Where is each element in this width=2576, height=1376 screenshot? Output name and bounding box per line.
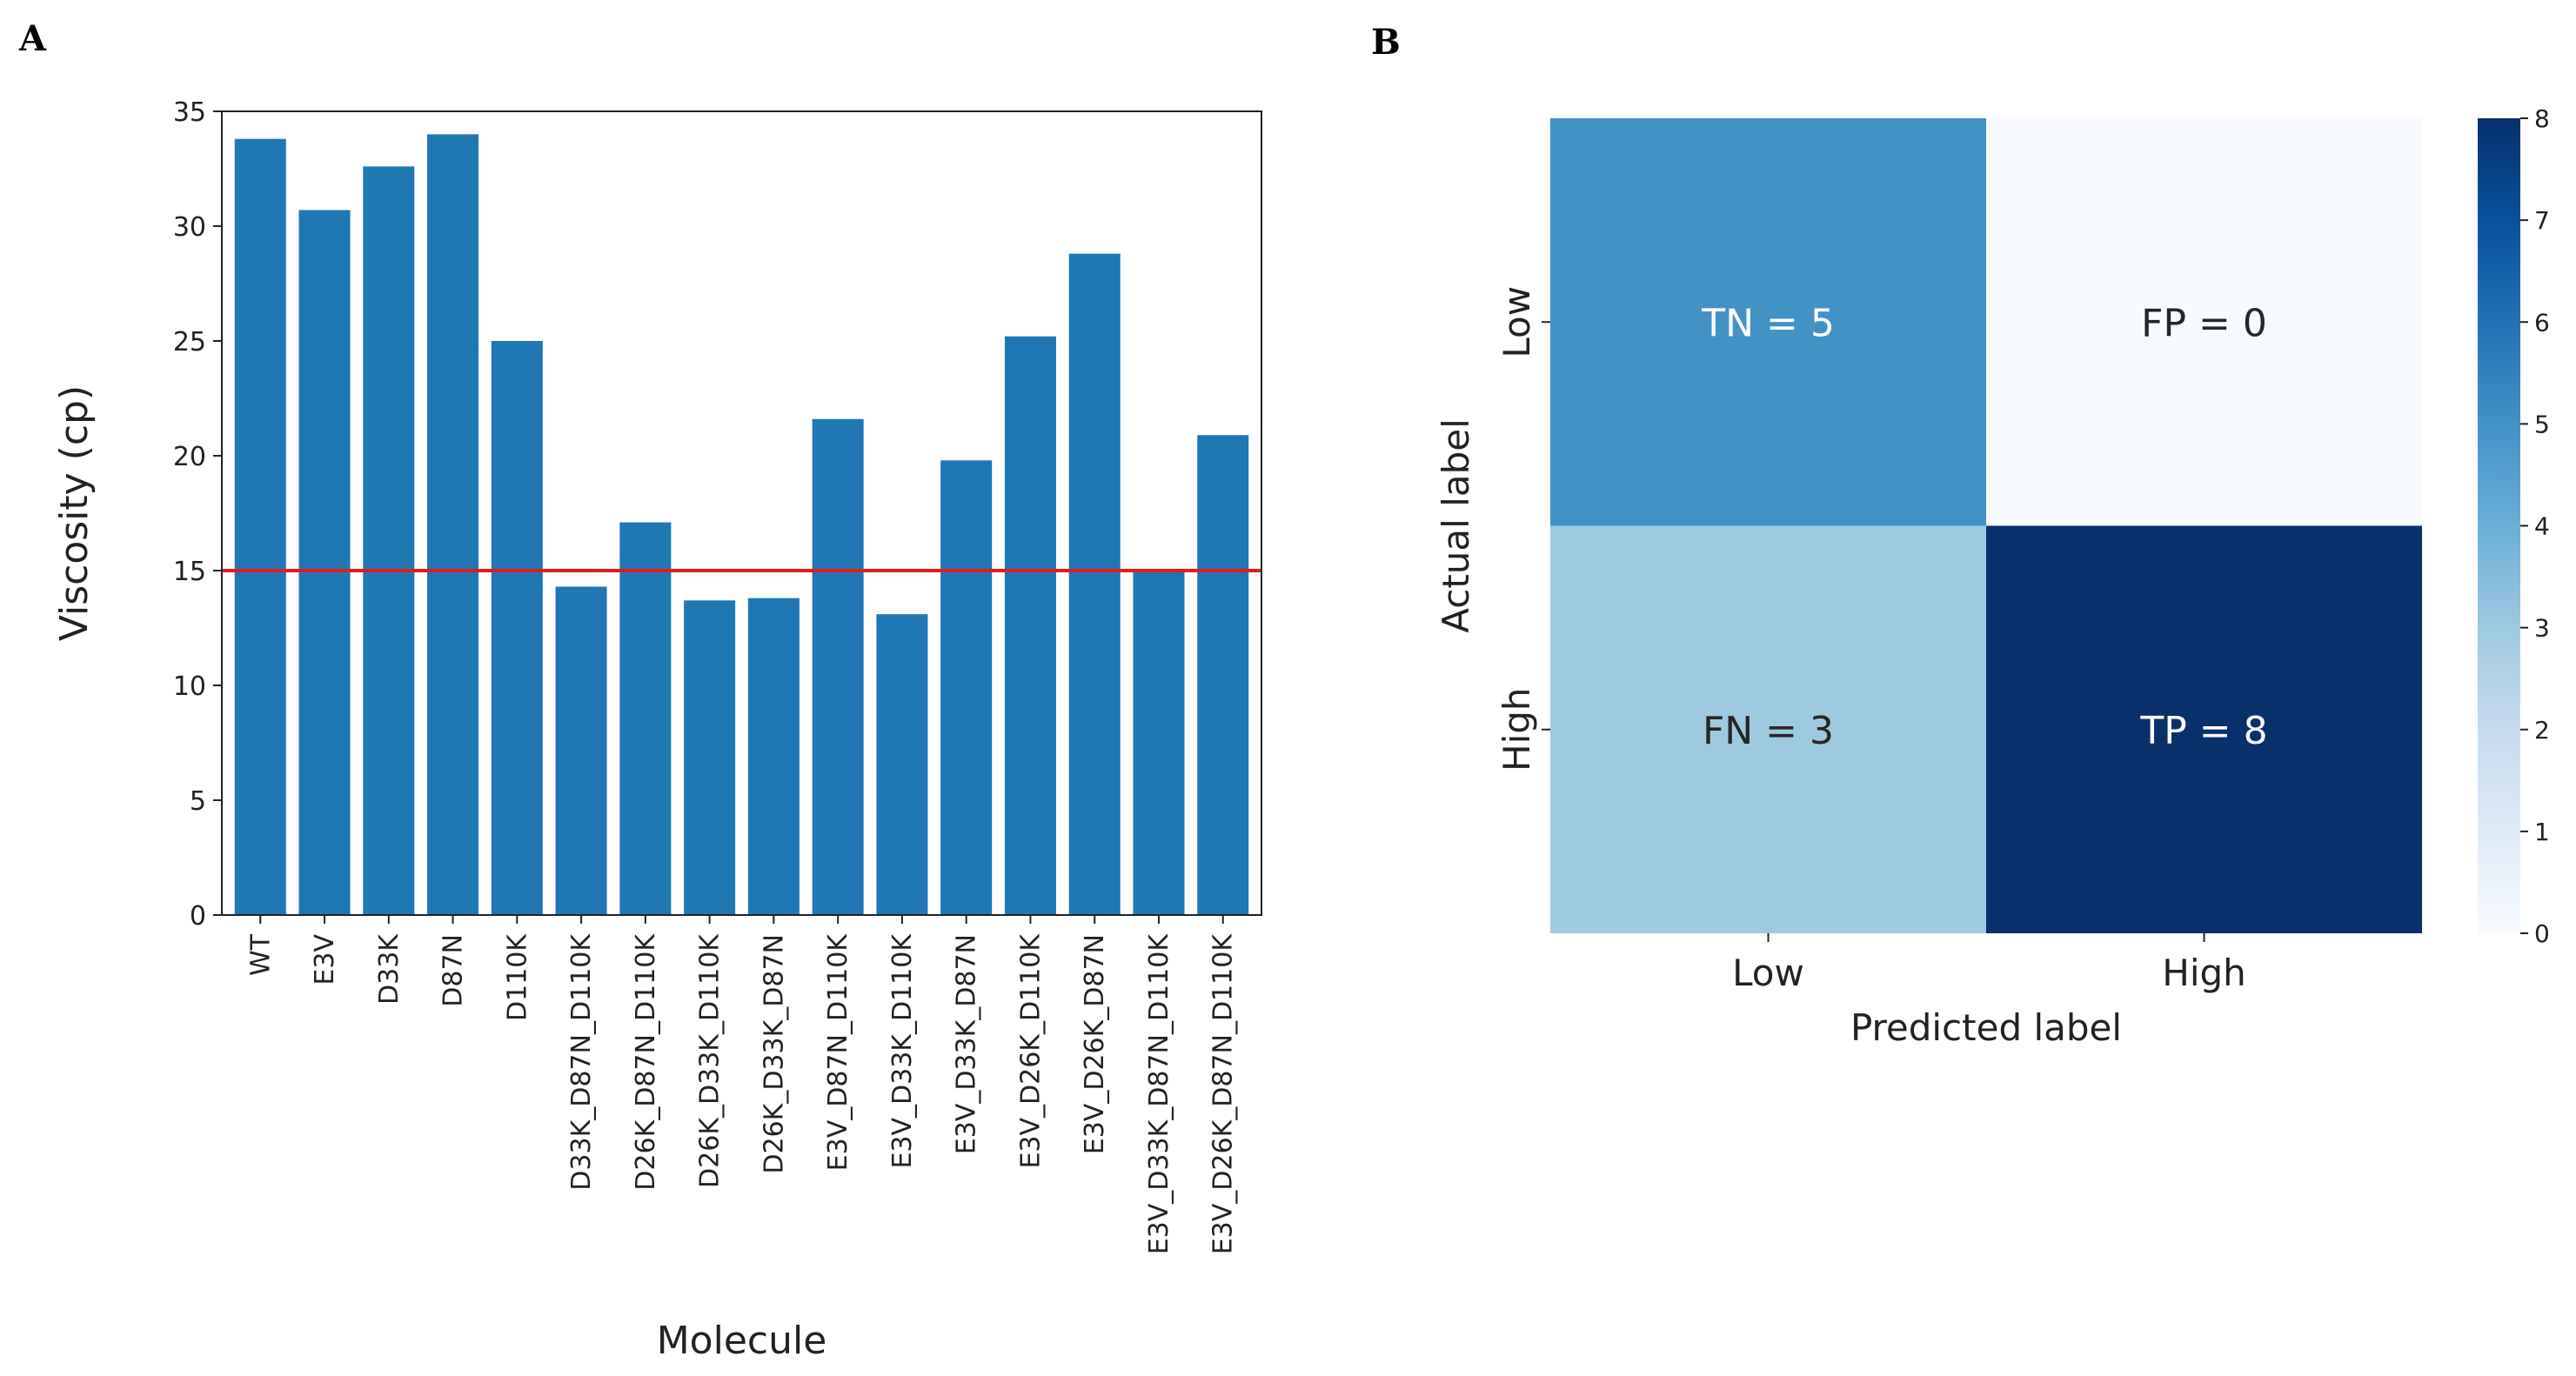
x-tick-label: E3V_D33K_D87N_D110K [1144, 933, 1174, 1255]
colorbar-tick-label: 1 [2534, 818, 2550, 846]
cell-fn [1550, 525, 1986, 933]
bar-d26k_d33k_d87n [747, 598, 800, 915]
bar-e3v_d33k_d87n [940, 460, 993, 915]
x-tick-label: D26K_D33K_D110K [695, 933, 726, 1188]
cell-fn-label: FN = 3 [1703, 709, 1834, 753]
x-tick-label: E3V_D87N_D110K [823, 933, 853, 1172]
y-tick-label: Low [1495, 286, 1538, 358]
x-axis-title: Predicted label [1850, 1006, 2122, 1049]
colorbar-tick-label: 8 [2534, 104, 2550, 133]
colorbar-tick-label: 0 [2534, 919, 2550, 948]
panel-label-a: A [18, 18, 47, 59]
colorbar-tick-label: 7 [2534, 206, 2550, 235]
y-tick-label: 0 [190, 901, 206, 932]
x-tick-label: High [2162, 952, 2246, 994]
x-tick-label: D33K_D87N_D110K [566, 933, 597, 1191]
y-tick-label: 10 [173, 671, 206, 702]
colorbar-tick-label: 5 [2534, 410, 2550, 438]
bar-e3v_d26k_d110k [1004, 336, 1056, 916]
bar-chart: 0 5 10 15 20 25 30 35 WT E3V D33K D87N D110K D33K_D87… [52, 97, 1262, 1363]
x-tick-label: D110K [502, 933, 532, 1021]
x-tick-label: D33K [374, 933, 405, 1005]
confusion-matrix: TN = 5 FP = 0 FN = 3 TP = 8 Low High Low High Pr… [1435, 104, 2550, 1049]
bar-d26k_d33k_d110k [684, 600, 736, 915]
bar-e3v_d33k_d110k [876, 614, 928, 915]
x-tick-label: E3V_D26K_D87N [1080, 934, 1110, 1154]
bar-e3v_d33k_d87n_d110k [1133, 571, 1185, 915]
x-tick-label: E3V_D33K_D110K [887, 933, 918, 1169]
colorbar-tick-label: 6 [2534, 308, 2550, 337]
x-tick-label: WT [245, 933, 276, 976]
x-axis-title: Molecule [657, 1319, 827, 1363]
bar-d110k [491, 341, 543, 915]
bar-e3v [298, 210, 351, 915]
y-tick-label: High [1495, 687, 1538, 771]
bar-d26k_d87n_d110k [619, 522, 672, 915]
cell-tn-label: TN = 5 [1701, 301, 1835, 345]
panel-label-b: B [1371, 22, 1401, 63]
y-tick-label: 20 [173, 442, 206, 472]
bar-wt [234, 138, 286, 915]
cell-fp [1986, 118, 2422, 526]
bar-e3v_d87n_d110k [812, 418, 864, 915]
colorbar-tick-label: 4 [2534, 512, 2550, 541]
y-tick-label: 25 [173, 327, 206, 357]
x-tick-label: D87N [438, 934, 469, 1007]
x-tick-label: D26K_D33K_D87N [759, 934, 789, 1174]
x-tick-label: Low [1732, 952, 1804, 994]
colorbar-tick-label: 3 [2534, 614, 2550, 643]
y-tick-label: 5 [190, 786, 206, 817]
bar-d87n [427, 134, 479, 915]
y-tick-label: 30 [173, 212, 206, 243]
y-axis-title: Actual label [1435, 418, 1477, 633]
cell-tp-label: TP = 8 [2139, 709, 2267, 753]
y-tick-label: 35 [173, 97, 206, 128]
cell-fp-label: FP = 0 [2141, 301, 2267, 345]
colorbar [2478, 118, 2520, 933]
cell-tp [1986, 525, 2422, 933]
plot-frame [221, 110, 1262, 916]
x-tick-label: E3V_D26K_D110K [1015, 933, 1046, 1169]
x-tick-label: D26K_D87N_D110K [631, 933, 661, 1191]
bar-d33k [363, 166, 415, 916]
bar-e3v_d26k_d87n [1068, 253, 1121, 915]
bar-e3v_d26k_d87n_d110k [1197, 435, 1249, 915]
x-tick-label: E3V [310, 934, 340, 985]
x-tick-label: E3V_D33K_D87N [952, 934, 982, 1154]
y-axis-title: Viscosity (cp) [52, 385, 97, 641]
bar-d33k_d87n_d110k [555, 586, 607, 915]
y-tick-label: 15 [173, 557, 206, 587]
cell-tn [1550, 118, 1986, 526]
colorbar-tick-label: 2 [2534, 716, 2550, 745]
x-tick-label: E3V_D26K_D87N_D110K [1208, 933, 1239, 1255]
